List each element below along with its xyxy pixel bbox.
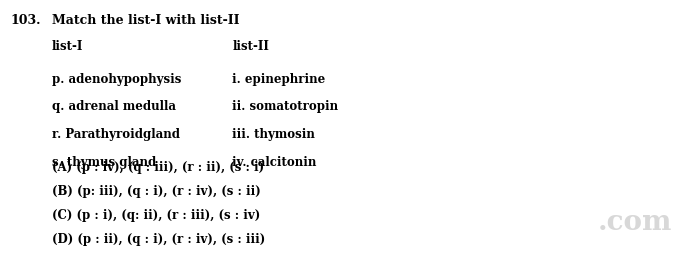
Text: q. adrenal medulla: q. adrenal medulla (52, 100, 176, 113)
Text: .com: .com (598, 209, 672, 236)
Text: ii. somatotropin: ii. somatotropin (232, 100, 338, 113)
Text: i. epinephrine: i. epinephrine (232, 73, 326, 85)
Text: list-I: list-I (52, 40, 83, 53)
Text: (D) (p : ii), (q : i), (r : iv), (s : iii): (D) (p : ii), (q : i), (r : iv), (s : ii… (52, 233, 265, 246)
Text: iv. calcitonin: iv. calcitonin (232, 156, 317, 169)
Text: p. adenohypophysis: p. adenohypophysis (52, 73, 182, 85)
Text: 103.: 103. (10, 14, 41, 27)
Text: r. Parathyroidgland: r. Parathyroidgland (52, 128, 180, 141)
Text: (A) (p : iv), (q : iii), (r : ii), (s : i): (A) (p : iv), (q : iii), (r : ii), (s : … (52, 161, 264, 174)
Text: s. thymus gland: s. thymus gland (52, 156, 156, 169)
Text: iii. thymosin: iii. thymosin (232, 128, 315, 141)
Text: list-II: list-II (232, 40, 269, 53)
Text: Match the list-I with list-II: Match the list-I with list-II (52, 14, 240, 27)
Text: (B) (p: iii), (q : i), (r : iv), (s : ii): (B) (p: iii), (q : i), (r : iv), (s : ii… (52, 185, 261, 198)
Text: (C) (p : i), (q: ii), (r : iii), (s : iv): (C) (p : i), (q: ii), (r : iii), (s : iv… (52, 209, 261, 222)
